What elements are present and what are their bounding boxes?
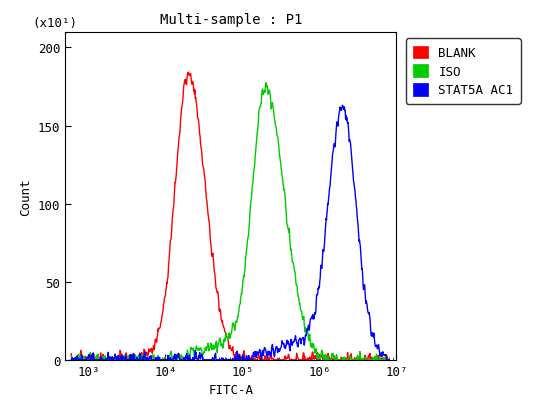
Y-axis label: Count: Count	[19, 178, 32, 215]
Text: (x10¹): (x10¹)	[32, 16, 77, 29]
Legend: BLANK, ISO, STAT5A AC1: BLANK, ISO, STAT5A AC1	[406, 39, 521, 105]
Title: Multi-sample : P1: Multi-sample : P1	[160, 13, 302, 27]
X-axis label: FITC-A: FITC-A	[209, 383, 253, 396]
